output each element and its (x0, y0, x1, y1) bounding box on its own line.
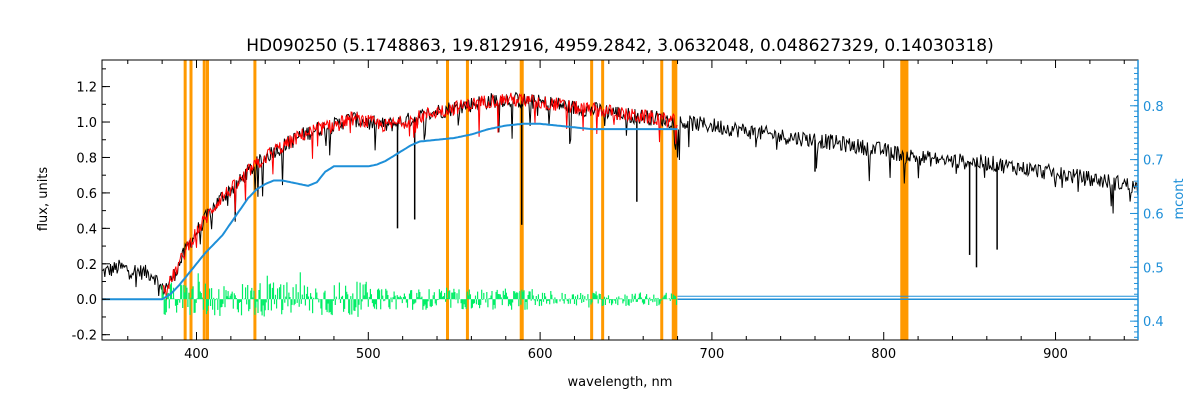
x-tick-label-0: 400 (184, 347, 209, 362)
series-continuum-line (102, 122, 678, 301)
series-model-line (161, 92, 678, 301)
y-tick-label-3: 0.4 (76, 222, 97, 237)
x-axis-label: wavelength, nm (568, 375, 673, 390)
series-observed-line (101, 91, 1139, 297)
plot-area: 400 500 600 700 800 900 -0.2 0.0 0.2 0.4 0.6 0.8 1.0… (72, 59, 1164, 362)
x-tick-label-3: 700 (700, 347, 725, 362)
x-tick-label-5: 900 (1043, 347, 1068, 362)
y2-tick-label-1: 0.5 (1143, 261, 1164, 276)
y-tick-label-2: 0.2 (76, 258, 97, 273)
y-axis-label: flux, units (36, 167, 51, 232)
x-tick-label-2: 600 (528, 347, 553, 362)
y-tick-label-1: 0.0 (76, 293, 97, 308)
mask-lines (183, 60, 909, 340)
y2-tick-label-2: 0.6 (1143, 207, 1164, 222)
x-tick-label-1: 500 (356, 347, 381, 362)
y-tick-label-5: 0.8 (76, 151, 97, 166)
y2-tick-label-3: 0.7 (1143, 154, 1164, 169)
y-tick-label-6: 1.0 (76, 116, 97, 131)
y-tick-label-4: 0.6 (76, 187, 97, 202)
y-tick-label-0: -0.2 (72, 329, 97, 344)
y2-axis-label: mcont (1172, 178, 1187, 219)
x-tick-label-4: 800 (871, 347, 896, 362)
plot-frame (101, 59, 1139, 341)
y-tick-label-7: 1.2 (76, 81, 97, 96)
y2-tick-label-0: 0.4 (1143, 315, 1164, 330)
series-residual (161, 272, 678, 317)
y2-tick-label-4: 0.8 (1143, 100, 1164, 115)
chart-title: HD090250 (5.1748863, 19.812916, 4959.284… (246, 36, 994, 56)
